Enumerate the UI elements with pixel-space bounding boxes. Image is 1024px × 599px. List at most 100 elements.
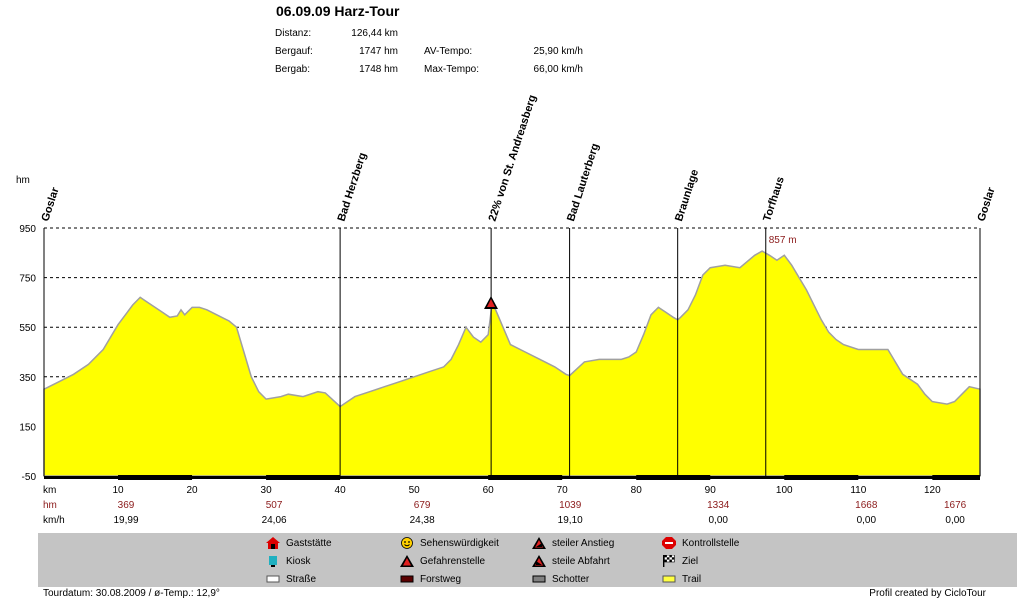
y-tick-label: 750 xyxy=(19,274,36,285)
waypoint-label: Goslar xyxy=(39,185,61,223)
surface-segment xyxy=(266,475,341,480)
legend-item-ziel: Ziel xyxy=(662,554,699,567)
legend-item-trail: Trail xyxy=(662,573,701,585)
stat-value-bergauf: 1747 hm xyxy=(359,46,398,57)
kmh-value: 19,99 xyxy=(114,515,139,526)
legend-item-gaststaette: Gaststätte xyxy=(266,537,332,549)
x-tick-label: 90 xyxy=(705,485,717,496)
waypoint-label: 22% von St. Andreasberg xyxy=(487,93,539,222)
legend-label: Kiosk xyxy=(286,555,311,567)
footer-tour-info: Tourdatum: 30.08.2009 / ø-Temp.: 12,9° xyxy=(43,588,220,599)
hm-row: 369 507 679 1039 1334 1668 1676 xyxy=(118,500,967,511)
house-icon xyxy=(266,537,280,549)
stat-label-max-tempo: Max-Tempo: xyxy=(424,64,480,75)
road-yellow-icon xyxy=(662,573,676,585)
stat-value-bergab: 1748 hm xyxy=(359,64,398,75)
legend-label: Sehenswürdigkeit xyxy=(420,537,499,549)
y-ticks: 950 750 550 350 150 -50 xyxy=(19,224,36,483)
kmh-value: 0,00 xyxy=(945,515,965,526)
legend-label: Forstweg xyxy=(420,573,462,585)
legend-label: Gaststätte xyxy=(286,537,332,549)
x-axis-label: km xyxy=(43,485,56,496)
legend-item-schotter: Schotter xyxy=(532,573,589,585)
stat-label-bergauf: Bergauf: xyxy=(275,46,313,57)
kmh-value: 0,00 xyxy=(857,515,877,526)
road-white-icon xyxy=(266,573,280,585)
legend-label: Ziel xyxy=(682,555,699,567)
surface-segment xyxy=(636,475,711,480)
legend: Gaststätte Kiosk Straße Sehenswürdigkeit Gef… xyxy=(38,533,1017,587)
x-tick-label: 100 xyxy=(776,485,793,496)
road-dark-icon xyxy=(400,573,414,585)
y-tick-label: 950 xyxy=(19,224,36,235)
surface-segment xyxy=(118,475,193,480)
stop-icon xyxy=(662,537,676,549)
stat-value-distanz: 126,44 km xyxy=(351,28,398,39)
kmh-row: 19,99 24,06 24,38 19,10 0,00 0,00 0,00 xyxy=(114,515,966,526)
waypoint-label: Braunlage xyxy=(673,168,701,223)
hm-row-label: hm xyxy=(43,500,57,511)
elevation-chart: hm 950 750 550 350 150 -50 Goslar Bad Herzberg… xyxy=(16,93,998,526)
x-tick-label: 110 xyxy=(850,485,866,496)
stat-label-av-tempo: AV-Tempo: xyxy=(424,46,473,57)
climb-marker xyxy=(484,296,498,309)
kmh-value: 24,38 xyxy=(410,515,435,526)
legend-item-kontrollstelle: Kontrollstelle xyxy=(662,537,739,549)
legend-item-steiler-anstieg: steiler Anstieg xyxy=(532,537,614,549)
legend-label: Schotter xyxy=(552,573,590,585)
warning-icon xyxy=(400,555,414,567)
x-tick-label: 10 xyxy=(112,485,124,496)
y-tick-label: 150 xyxy=(19,422,36,433)
surface-segment xyxy=(488,475,563,480)
cup-icon xyxy=(266,555,280,567)
x-tick-label: 120 xyxy=(924,485,941,496)
footer-credit: Profil created by CicloTour xyxy=(869,588,986,599)
descent-icon xyxy=(532,555,546,567)
legend-item-kiosk: Kiosk xyxy=(266,555,310,567)
kmh-value: 24,06 xyxy=(262,515,287,526)
stat-label-distanz: Distanz: xyxy=(275,28,312,39)
legend-item-forstweg: Forstweg xyxy=(400,573,461,585)
y-tick-label: 550 xyxy=(19,323,36,334)
legend-label: steile Abfahrt xyxy=(552,555,610,567)
elevation-area xyxy=(43,250,981,477)
legend-item-steile-abfahrt: steile Abfahrt xyxy=(532,555,610,567)
page-title: 06.09.09 Harz-Tour xyxy=(276,3,400,19)
legend-item-gefahrenstelle: Gefahrenstelle xyxy=(400,555,485,567)
legend-label: steiler Anstieg xyxy=(552,537,615,549)
steep-climb-marker-inner xyxy=(487,299,495,307)
hm-value: 369 xyxy=(118,500,135,511)
legend-label: Gefahrenstelle xyxy=(420,555,486,567)
hm-value: 679 xyxy=(414,500,431,511)
x-tick-label: 70 xyxy=(557,485,569,496)
x-tick-label: 40 xyxy=(335,485,347,496)
kmh-value: 0,00 xyxy=(709,515,729,526)
waypoint-label: Bad Lauterberg xyxy=(565,142,602,223)
waypoint-label: Torfhaus xyxy=(761,175,787,223)
y-tick-label: -50 xyxy=(22,472,37,483)
stat-value-max-tempo: 66,00 km/h xyxy=(533,64,583,75)
hm-value: 1668 xyxy=(855,500,878,511)
x-tick-label: 80 xyxy=(631,485,643,496)
flag-icon xyxy=(662,554,676,567)
hm-value: 507 xyxy=(266,500,283,511)
y-axis-label: hm xyxy=(16,175,30,186)
hm-value: 1676 xyxy=(944,500,967,511)
stat-label-bergab: Bergab: xyxy=(275,64,311,75)
x-tick-label: 60 xyxy=(483,485,495,496)
legend-label: Kontrollstelle xyxy=(682,537,740,549)
waypoint-label: Bad Herzberg xyxy=(336,151,370,223)
peak-label: 857 m xyxy=(769,235,797,246)
surface-segments xyxy=(118,475,980,480)
climb-icon xyxy=(532,537,546,549)
legend-item-strasse: Straße xyxy=(266,573,316,585)
x-tick-label: 50 xyxy=(409,485,421,496)
x-tick-label: 20 xyxy=(186,485,198,496)
surface-segment xyxy=(784,475,859,480)
x-tick-label: 30 xyxy=(261,485,273,496)
surface-segment xyxy=(932,475,980,480)
kmh-row-label: km/h xyxy=(43,515,65,526)
road-gray-icon xyxy=(532,573,546,585)
legend-label: Trail xyxy=(682,573,702,585)
smiley-icon xyxy=(400,537,414,549)
